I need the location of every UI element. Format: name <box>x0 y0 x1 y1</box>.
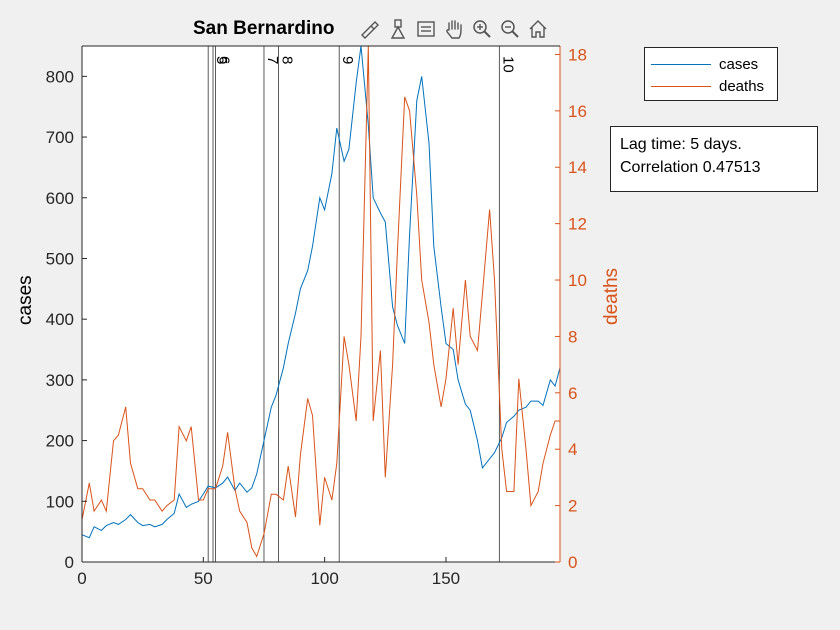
event-line-label: 5 <box>213 56 230 64</box>
y-right-tick-label: 0 <box>568 553 577 572</box>
y-left-tick-label: 300 <box>46 371 74 390</box>
y-axis-left-label: cases <box>15 275 36 325</box>
event-line-label: 9 <box>339 56 356 64</box>
y-right-tick-label: 4 <box>568 440 577 459</box>
y-left-tick-label: 600 <box>46 189 74 208</box>
event-line-label: 10 <box>499 56 516 73</box>
event-line-label: 7 <box>264 56 281 64</box>
x-tick-label: 100 <box>310 569 338 588</box>
chart-title: San Bernardino <box>193 18 335 39</box>
series-line-deaths <box>81 45 560 558</box>
event-line-label: 6 <box>215 56 232 64</box>
y-left-tick-label: 100 <box>46 492 74 511</box>
y-right-tick-label: 14 <box>568 158 587 177</box>
zoom-in-icon[interactable] <box>469 16 495 42</box>
plot-area <box>82 46 560 562</box>
data-tip-icon[interactable] <box>385 16 411 42</box>
brush-icon[interactable] <box>357 16 383 42</box>
y-axis-right-label: deaths <box>601 267 622 325</box>
y-left-tick-label: 700 <box>46 128 74 147</box>
y-right-tick-label: 12 <box>568 215 587 234</box>
y-left-tick-label: 400 <box>46 310 74 329</box>
y-right-tick-label: 18 <box>568 45 587 64</box>
legend-swatch-cases <box>651 63 711 65</box>
y-left-tick-label: 200 <box>46 432 74 451</box>
series-line-cases <box>81 45 561 539</box>
legend-icon[interactable] <box>413 16 439 42</box>
annotation-box: Lag time: 5 days. Correlation 0.47513 <box>610 126 818 192</box>
legend-item-cases: cases <box>651 55 758 73</box>
axes-toolbar <box>357 16 551 42</box>
y-left-tick-label: 800 <box>46 67 74 86</box>
y-left-tick-label: 500 <box>46 249 74 268</box>
home-icon[interactable] <box>525 16 551 42</box>
x-tick-label: 0 <box>77 569 86 588</box>
x-tick-label: 50 <box>194 569 213 588</box>
legend-swatch-deaths <box>651 85 711 87</box>
legend-label-cases: cases <box>719 55 759 73</box>
pan-icon[interactable] <box>441 16 467 42</box>
lag-time-text: Lag time: 5 days. <box>620 136 742 153</box>
y-left-tick-label: 0 <box>65 553 74 572</box>
legend-item-deaths: deaths <box>651 77 764 95</box>
y-right-tick-label: 16 <box>568 102 587 121</box>
y-right-tick-label: 2 <box>568 497 577 516</box>
correlation-text: Correlation 0.47513 <box>620 159 761 176</box>
legend[interactable]: cases deaths <box>644 47 778 101</box>
x-tick-label: 150 <box>432 569 460 588</box>
y-right-tick-label: 8 <box>568 327 577 346</box>
event-line-label: 8 <box>279 56 296 64</box>
legend-label-deaths: deaths <box>719 77 765 95</box>
y-right-tick-label: 6 <box>568 384 577 403</box>
zoom-out-icon[interactable] <box>497 16 523 42</box>
y-right-tick-label: 10 <box>568 271 587 290</box>
